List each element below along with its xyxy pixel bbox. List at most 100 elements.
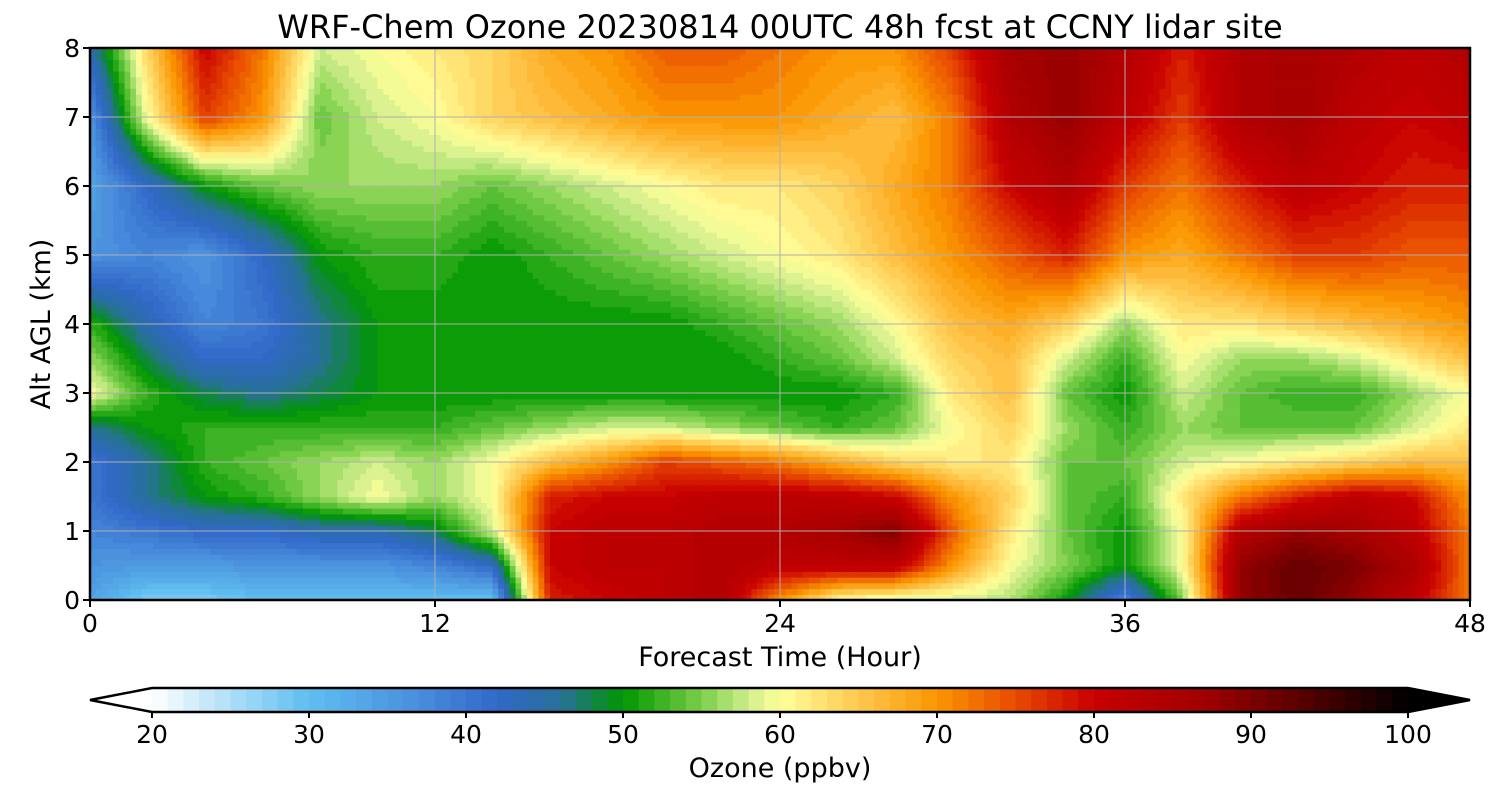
heatmap-cell — [130, 583, 136, 589]
heatmap-cell — [838, 583, 844, 589]
heatmap-cell — [717, 560, 723, 566]
heatmap-cell — [964, 566, 970, 572]
heatmap-cell — [1390, 571, 1396, 577]
heatmap-cell — [1068, 560, 1074, 566]
heatmap-cell — [182, 560, 188, 566]
heatmap-cell — [907, 560, 913, 566]
heatmap-cell — [452, 583, 458, 589]
heatmap-cell — [786, 571, 792, 577]
heatmap-cell — [119, 571, 125, 577]
heatmap-cell — [562, 589, 568, 595]
heatmap-cell — [763, 589, 769, 595]
heatmap-cell — [521, 589, 527, 595]
heatmap-cell — [539, 577, 545, 583]
heatmap-cell — [826, 571, 832, 577]
heatmap-cell — [1234, 583, 1240, 589]
heatmap-cell — [217, 583, 223, 589]
heatmap-cell — [337, 589, 343, 595]
heatmap-cell — [1200, 560, 1206, 566]
heatmap-cell — [1211, 583, 1217, 589]
heatmap-cell — [677, 571, 683, 577]
heatmap-cell — [1096, 560, 1102, 566]
heatmap-cell — [1413, 589, 1419, 595]
heatmap-cell — [1010, 571, 1016, 577]
heatmap-cell — [320, 560, 326, 566]
heatmap-cell — [1160, 583, 1166, 589]
heatmap-cell — [728, 560, 734, 566]
heatmap-cell — [1073, 583, 1079, 589]
heatmap-cell — [286, 560, 292, 566]
heatmap-cell — [694, 577, 700, 583]
heatmap-cell — [1240, 571, 1246, 577]
heatmap-cell — [343, 560, 349, 566]
heatmap-cell — [199, 583, 205, 589]
heatmap-cell — [901, 560, 907, 566]
heatmap-cell — [1441, 589, 1447, 595]
heatmap-cell — [1407, 577, 1413, 583]
heatmap-cell — [107, 571, 113, 577]
heatmap-cell — [395, 589, 401, 595]
heatmap-cell — [947, 566, 953, 572]
heatmap-cell — [1079, 577, 1085, 583]
heatmap-cell — [1384, 589, 1390, 595]
heatmap-cell — [1183, 566, 1189, 572]
heatmap-cell — [481, 583, 487, 589]
heatmap-cell — [1447, 589, 1453, 595]
heatmap-cell — [878, 583, 884, 589]
heatmap-cell — [527, 560, 533, 566]
heatmap-cell — [1275, 577, 1281, 583]
heatmap-cell — [1303, 589, 1309, 595]
heatmap-cell — [700, 560, 706, 566]
heatmap-cell — [556, 566, 562, 572]
heatmap-cell — [1240, 589, 1246, 595]
heatmap-cell — [786, 577, 792, 583]
heatmap-cell — [631, 566, 637, 572]
heatmap-cell — [1091, 560, 1097, 566]
heatmap-cell — [924, 560, 930, 566]
heatmap-cell — [130, 577, 136, 583]
heatmap-cell — [136, 566, 142, 572]
heatmap-cell — [993, 560, 999, 566]
heatmap-cell — [153, 560, 159, 566]
heatmap-cell — [688, 566, 694, 572]
heatmap-cell — [1229, 571, 1235, 577]
heatmap-cell — [1004, 560, 1010, 566]
heatmap-cell — [636, 566, 642, 572]
heatmap-cell — [383, 560, 389, 566]
heatmap-cell — [907, 566, 913, 572]
heatmap-cell — [964, 583, 970, 589]
heatmap-cell — [1206, 571, 1212, 577]
heatmap-cell — [447, 571, 453, 577]
heatmap-cell — [694, 571, 700, 577]
heatmap-cell — [1148, 560, 1154, 566]
heatmap-cell — [1142, 560, 1148, 566]
heatmap-cell — [493, 577, 499, 583]
heatmap-cell — [1068, 566, 1074, 572]
heatmap-cell — [665, 583, 671, 589]
heatmap-cell — [188, 566, 194, 572]
heatmap-cell — [757, 571, 763, 577]
heatmap-cell — [257, 566, 263, 572]
heatmap-cell — [981, 560, 987, 566]
heatmap-cell — [608, 560, 614, 566]
heatmap-cell — [866, 566, 872, 572]
heatmap-cell — [964, 571, 970, 577]
heatmap-cell — [1108, 571, 1114, 577]
heatmap-cell — [487, 560, 493, 566]
heatmap-cell — [1010, 560, 1016, 566]
heatmap-cell — [1131, 571, 1137, 577]
heatmap-cell — [1223, 571, 1229, 577]
heatmap-cell — [240, 566, 246, 572]
heatmap-cell — [1096, 583, 1102, 589]
heatmap-cell — [1148, 589, 1154, 595]
heatmap-cell — [1085, 571, 1091, 577]
heatmap-cell — [918, 566, 924, 572]
heatmap-cell — [125, 566, 131, 572]
heatmap-cell — [1211, 560, 1217, 566]
heatmap-cell — [1056, 577, 1062, 583]
heatmap-cell — [159, 566, 165, 572]
heatmap-cell — [142, 560, 148, 566]
heatmap-cell — [452, 560, 458, 566]
heatmap-cell — [343, 566, 349, 572]
heatmap-cell — [1298, 560, 1304, 566]
